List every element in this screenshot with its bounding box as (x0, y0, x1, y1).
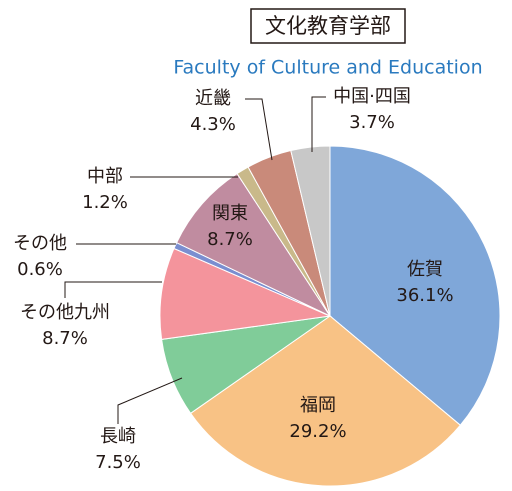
pie-slice (290, 145, 331, 317)
pie-slice (189, 315, 462, 487)
slice-label: 福岡 (300, 395, 336, 416)
value-label: 8.7% (42, 328, 88, 349)
slice-label: 関東 (212, 203, 248, 224)
slice-label: 佐賀 (407, 259, 443, 280)
slice-label: 中国·四国 (333, 86, 411, 107)
value-label: 0.6% (17, 259, 63, 280)
value-label: 3.7% (349, 112, 395, 133)
slice-label: その他九州 (20, 302, 110, 323)
leader-line (64, 281, 162, 298)
value-label: 29.2% (289, 421, 346, 442)
leader-line (117, 377, 183, 424)
title-box (250, 8, 406, 44)
slice-label: その他 (13, 233, 67, 254)
pie-slice (159, 247, 332, 340)
pie-slice (175, 172, 332, 318)
pie-slice (329, 145, 501, 426)
chart-title: 文化教育学部 (265, 14, 391, 38)
slice-label: 長崎 (100, 426, 136, 447)
value-label: 1.2% (82, 192, 128, 213)
leader-line (245, 98, 273, 161)
value-label: 36.1% (396, 285, 453, 306)
leader-line (311, 96, 326, 152)
chart-subtitle: Faculty of Culture and Education (173, 57, 482, 79)
slice-label: 中部 (87, 166, 123, 187)
slice-label: 近畿 (195, 88, 231, 109)
value-label: 4.3% (190, 114, 236, 135)
value-label: 7.5% (95, 452, 141, 473)
value-label: 8.7% (207, 229, 253, 250)
